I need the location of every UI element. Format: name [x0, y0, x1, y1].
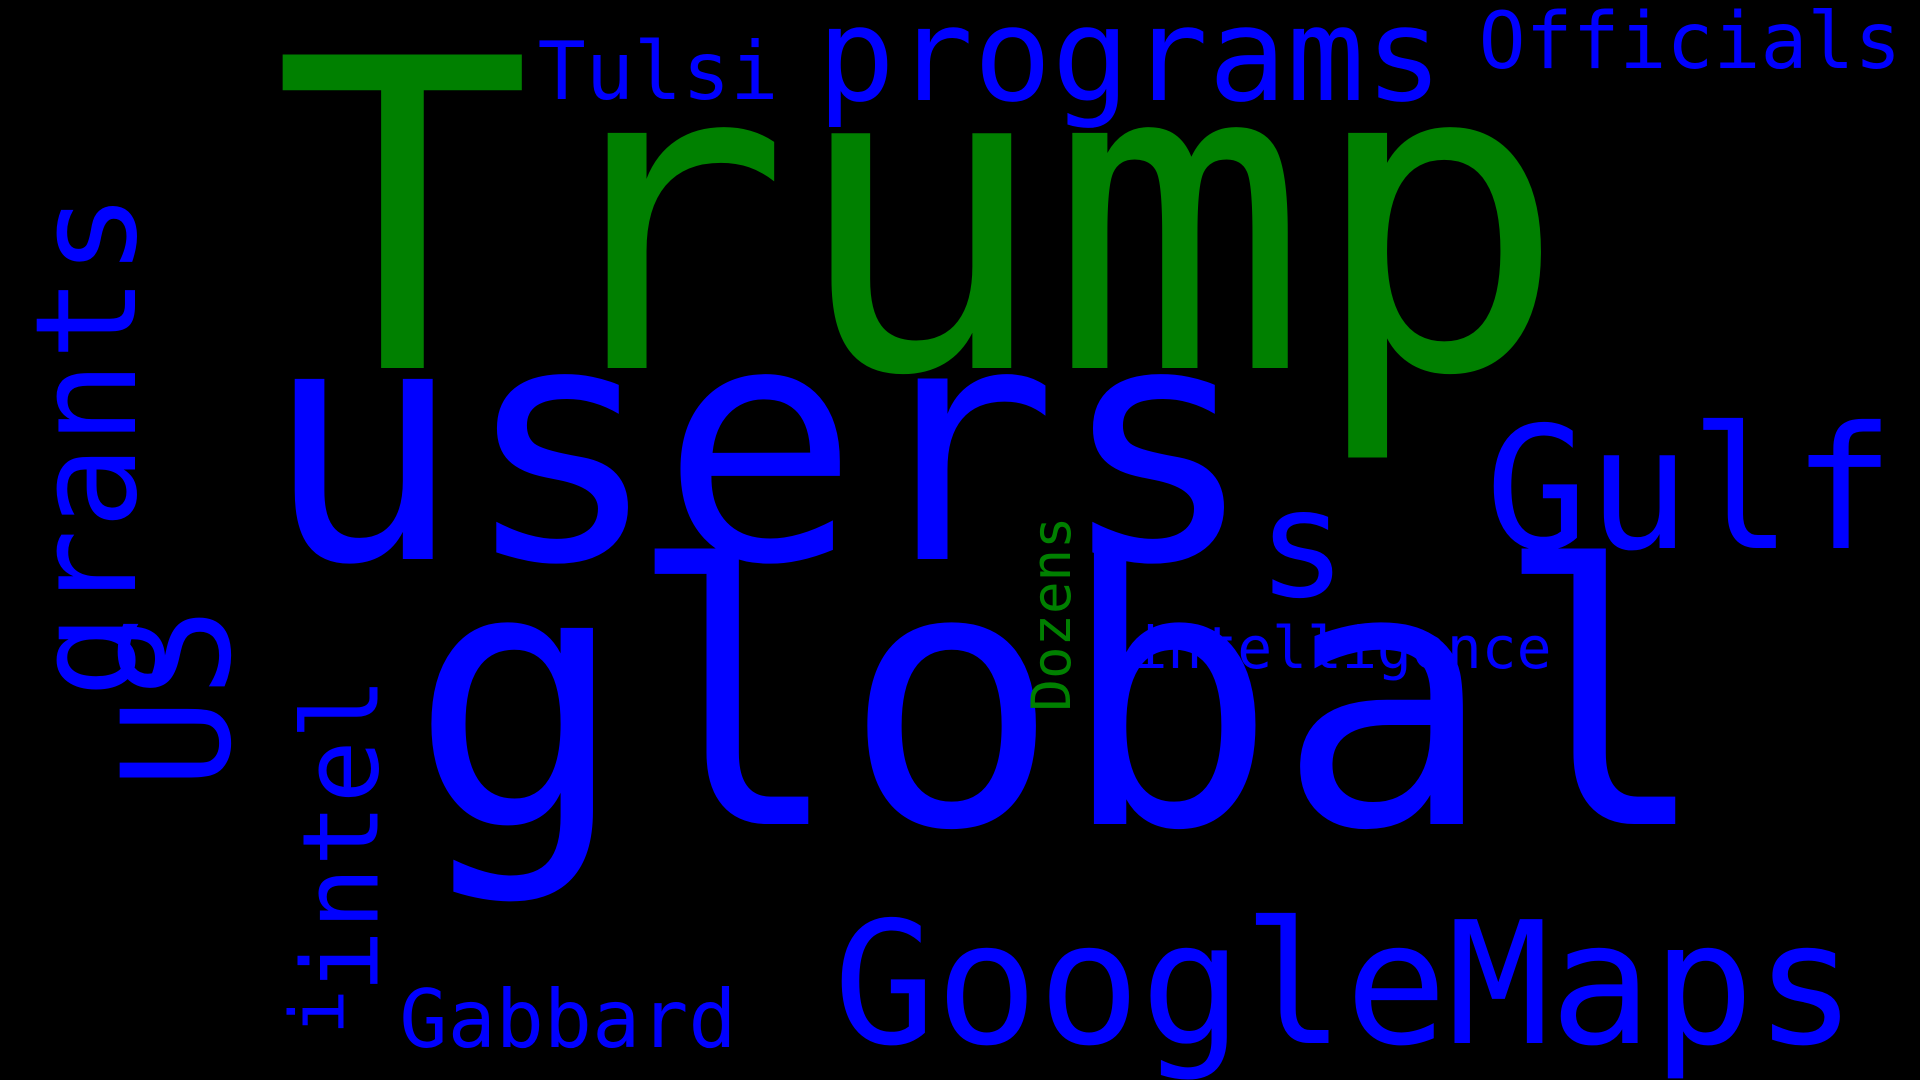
word-i: i [273, 989, 362, 1035]
word-googlemaps: GoogleMaps [833, 886, 1857, 1080]
word-dozens: Dozens [1020, 516, 1083, 712]
word-intelligence: intelligence [1132, 614, 1552, 682]
word-intel: intel [280, 676, 403, 994]
word-s: s [1256, 458, 1348, 632]
word-tulsi: Tulsi [537, 25, 779, 118]
word-officials: Officials [1478, 0, 1902, 87]
word-global: global [409, 490, 1711, 909]
word-users: users [263, 253, 1257, 637]
word-trump: Trump [272, 0, 1568, 470]
word-programs: programs [816, 0, 1444, 131]
word-gabbard: Gabbard [399, 973, 737, 1066]
word-us: US [91, 607, 265, 789]
word-gulf: Gulf [1485, 391, 1895, 589]
